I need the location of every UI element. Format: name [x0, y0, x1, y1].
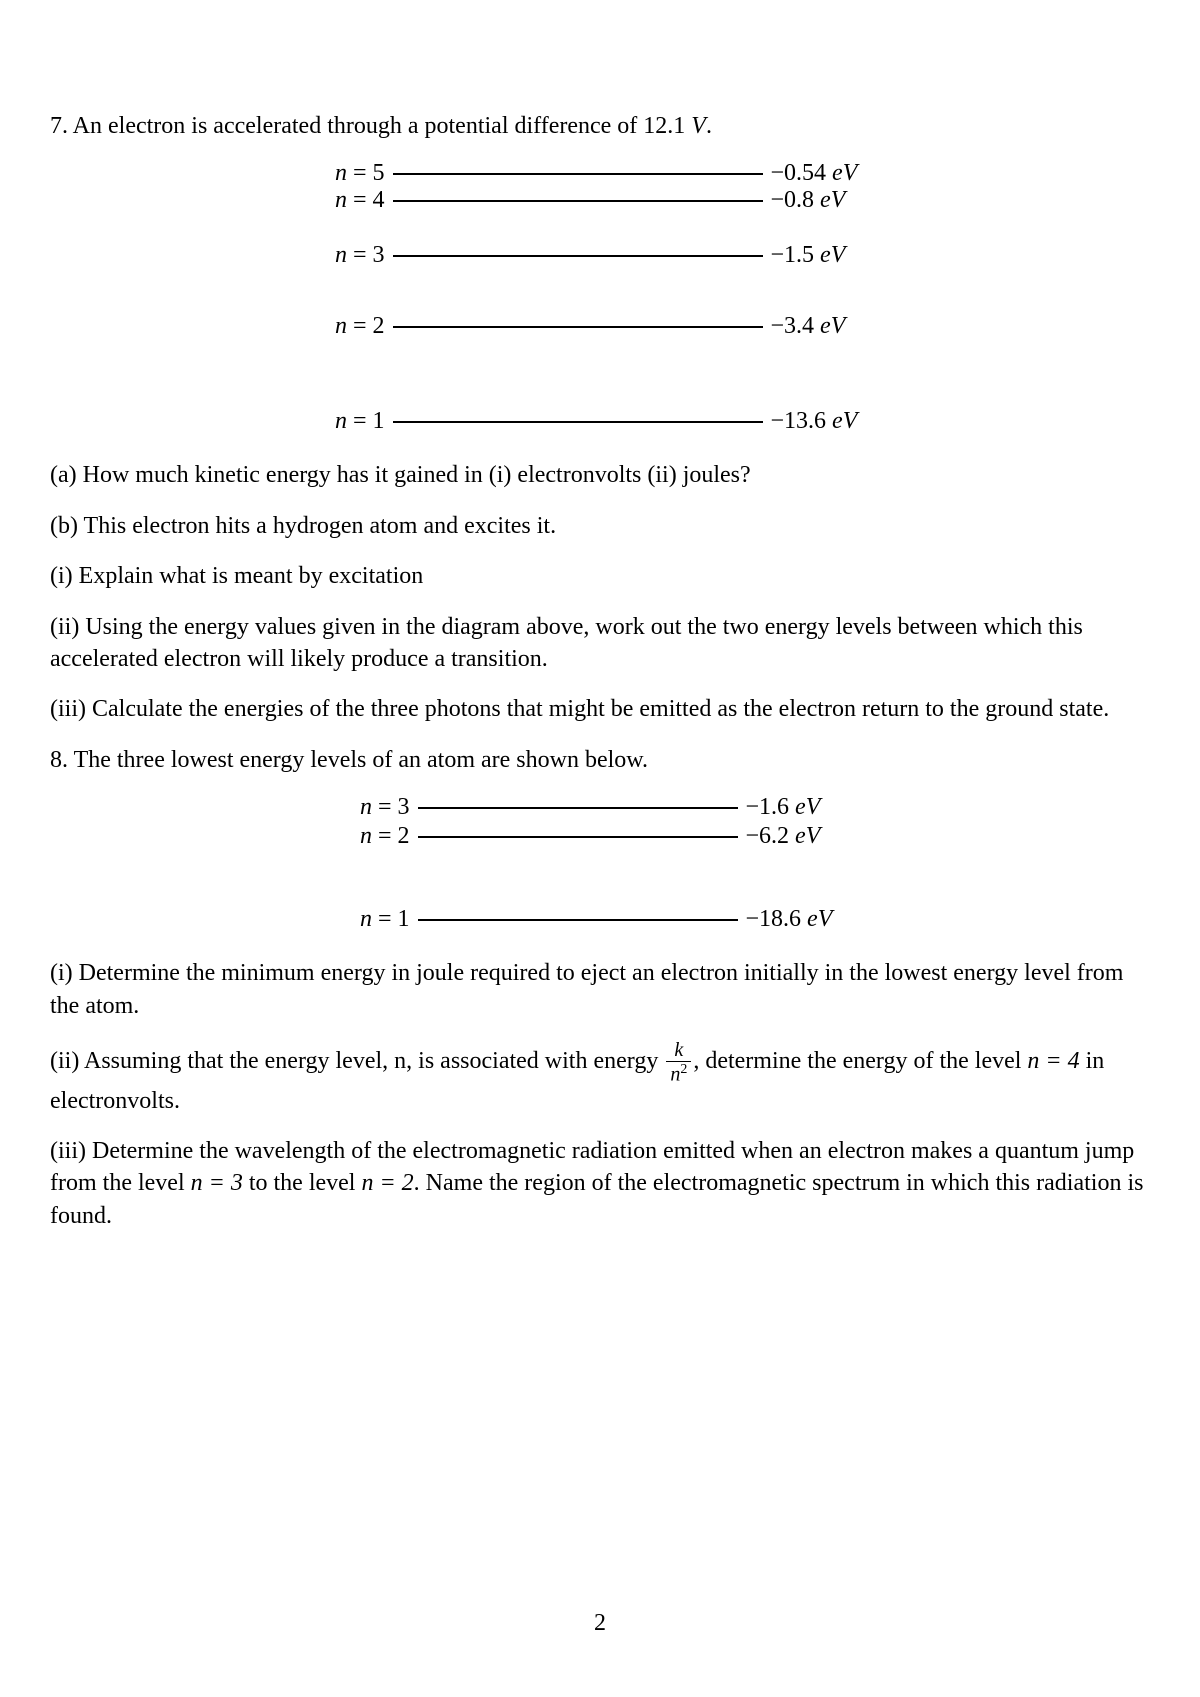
q7-biii: (iii) Calculate the energies of the thre… — [50, 693, 1150, 725]
q8-iii-n3: n = 3 — [191, 1170, 243, 1196]
q7-a: (a) How much kinetic energy has it gaine… — [50, 459, 1150, 491]
q8-iii: (iii) Determine the wavelength of the el… — [50, 1135, 1150, 1232]
q8-energy-level-diagram: n = 3 −1.6 eV n = 2 −6.2 eV n = 1 −18.6 eV — [50, 794, 1150, 933]
energy-level-label: n = 2 — [290, 313, 385, 340]
energy-level-value: −1.5 eV — [771, 242, 911, 269]
energy-level-label: n = 5 — [290, 160, 385, 187]
energy-level-line — [418, 807, 738, 809]
q8-ii-fraction: kn2 — [666, 1040, 691, 1085]
q8-iii-mid: to the level — [243, 1170, 362, 1196]
q8-ii-frac-den: n2 — [666, 1062, 691, 1085]
q8-iii-n2: n = 2 — [361, 1170, 413, 1196]
q7-bi: (i) Explain what is meant by excitation — [50, 560, 1150, 592]
q7-b: (b) This electron hits a hydrogen atom a… — [50, 510, 1150, 542]
energy-level-line — [393, 421, 763, 423]
energy-level-row: n = 1 −18.6 eV — [50, 906, 1150, 933]
q8-ii-frac-num: k — [666, 1040, 691, 1062]
energy-level-value: −0.8 eV — [771, 187, 911, 214]
q7-bii: (ii) Using the energy values given in th… — [50, 611, 1150, 676]
q8-ii: (ii) Assuming that the energy level, n, … — [50, 1040, 1150, 1117]
energy-level-row: n = 1 −13.6 eV — [50, 408, 1150, 435]
q8-ii-mid: , determine the energy of the level — [693, 1048, 1027, 1074]
energy-level-label: n = 1 — [290, 408, 385, 435]
q8-ii-frac-den-base: n — [670, 1064, 680, 1086]
energy-level-line — [393, 255, 763, 257]
energy-level-line — [393, 173, 763, 175]
q7-intro-unit: V — [691, 113, 706, 139]
energy-level-row: n = 2 −3.4 eV — [50, 313, 1150, 340]
q7-intro: 7. An electron is accelerated through a … — [50, 110, 1150, 142]
page-number: 2 — [0, 1610, 1200, 1637]
energy-level-label: n = 1 — [315, 906, 410, 933]
energy-level-label: n = 3 — [290, 242, 385, 269]
q8-intro: 8. The three lowest energy levels of an … — [50, 744, 1150, 776]
energy-level-value: −6.2 eV — [746, 823, 886, 850]
energy-level-line — [393, 200, 763, 202]
energy-level-value: −1.6 eV — [746, 794, 886, 821]
q8-ii-frac-den-exp: 2 — [680, 1062, 687, 1077]
page: 7. An electron is accelerated through a … — [0, 0, 1200, 1697]
energy-level-line — [393, 326, 763, 328]
q8-ii-pre: (ii) Assuming that the energy level, n, … — [50, 1048, 664, 1074]
energy-level-row: n = 2 −6.2 eV — [50, 823, 1150, 850]
q7-intro-post: . — [706, 113, 712, 139]
q8-ii-n-eq: n = 4 — [1027, 1048, 1079, 1074]
q8-i: (i) Determine the minimum energy in joul… — [50, 957, 1150, 1022]
energy-level-value: −13.6 eV — [771, 408, 911, 435]
energy-level-row: n = 3 −1.6 eV — [50, 794, 1150, 821]
energy-level-label: n = 3 — [315, 794, 410, 821]
energy-level-row: n = 4 −0.8 eV — [50, 187, 1150, 214]
energy-level-row: n = 5 −0.54 eV — [50, 160, 1150, 187]
q7-energy-level-diagram: n = 5−0.54 eVn = 4−0.8 eVn = 3−1.5 eVn =… — [50, 160, 1150, 435]
energy-level-line — [418, 919, 738, 921]
q7-intro-pre: 7. An electron is accelerated through a … — [50, 113, 643, 139]
energy-level-value: −3.4 eV — [771, 313, 911, 340]
energy-level-value: −18.6 eV — [746, 906, 886, 933]
energy-level-label: n = 2 — [315, 823, 410, 850]
energy-level-line — [418, 836, 738, 838]
energy-level-label: n = 4 — [290, 187, 385, 214]
energy-level-row: n = 3 −1.5 eV — [50, 242, 1150, 269]
energy-level-value: −0.54 eV — [771, 160, 911, 187]
q7-intro-val: 12.1 — [643, 113, 691, 139]
